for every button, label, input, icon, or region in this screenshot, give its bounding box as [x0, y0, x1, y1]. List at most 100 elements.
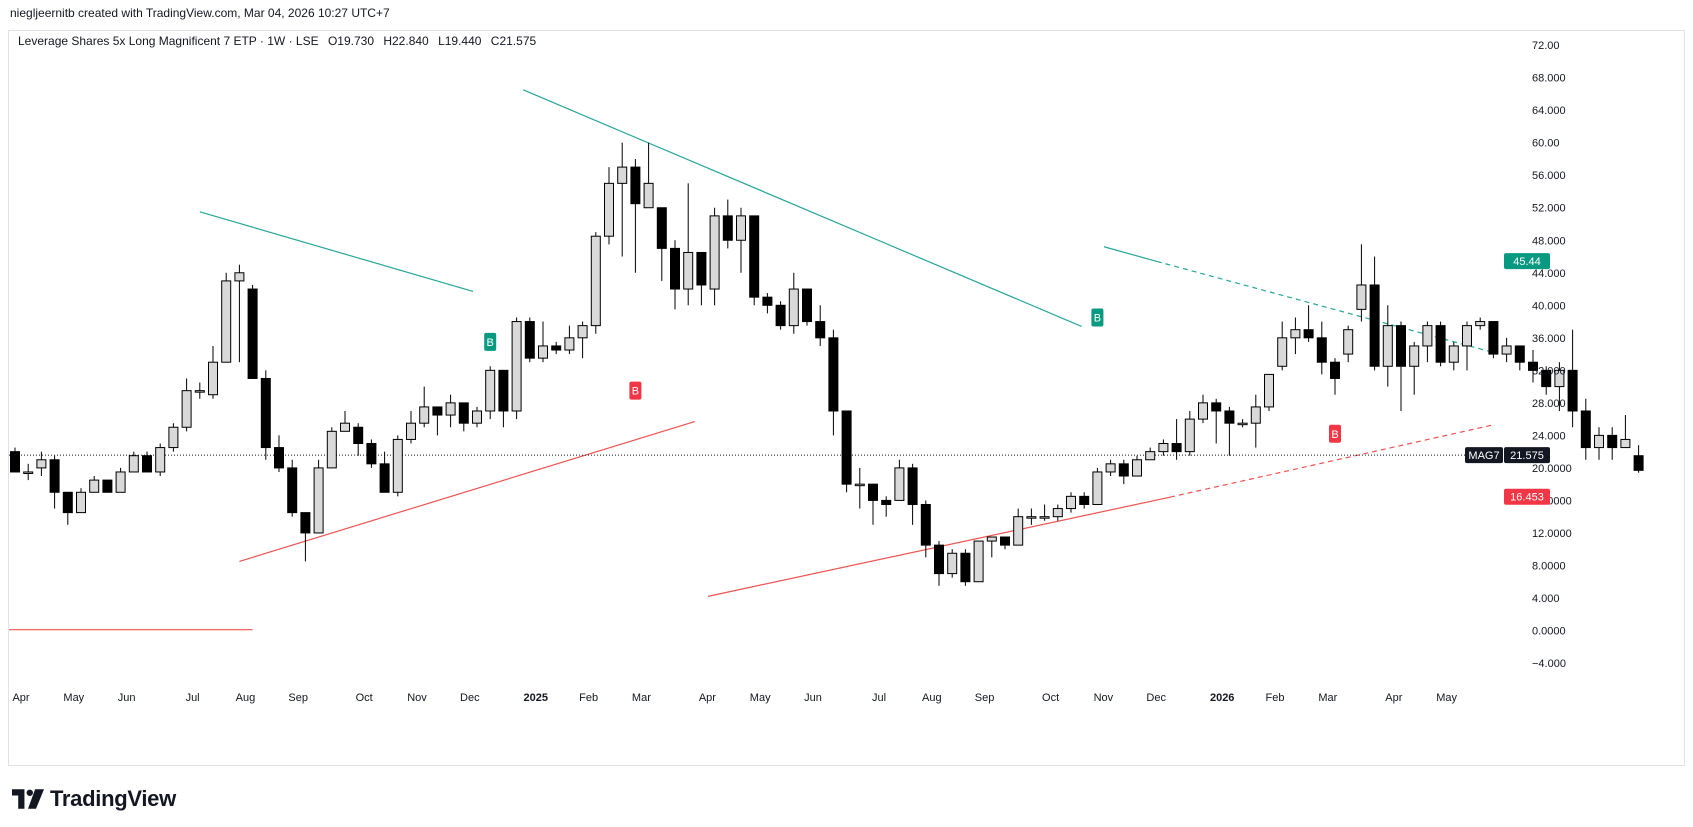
candle[interactable]	[709, 207, 720, 306]
candle[interactable]	[300, 512, 311, 562]
candle[interactable]	[920, 500, 931, 558]
candle[interactable]	[274, 435, 284, 472]
candle[interactable]	[221, 272, 232, 363]
candle[interactable]	[23, 463, 34, 481]
candle[interactable]	[1198, 394, 1208, 424]
candle[interactable]	[326, 427, 337, 469]
candle[interactable]	[1396, 321, 1406, 411]
candle[interactable]	[1501, 337, 1512, 363]
candle[interactable]	[1303, 305, 1314, 342]
candle[interactable]	[155, 443, 166, 477]
candle[interactable]	[1594, 427, 1604, 460]
candle[interactable]	[775, 301, 786, 330]
candle[interactable]	[1475, 317, 1486, 330]
candle[interactable]	[313, 459, 324, 534]
candle[interactable]	[1435, 321, 1446, 367]
candle[interactable]	[683, 183, 694, 306]
candle[interactable]	[1528, 350, 1538, 383]
candle[interactable]	[1052, 504, 1063, 521]
candle[interactable]	[1409, 341, 1420, 395]
candle[interactable]	[1382, 305, 1393, 387]
candle[interactable]	[960, 549, 971, 586]
candle[interactable]	[1316, 321, 1327, 375]
candle[interactable]	[1013, 508, 1024, 546]
candle[interactable]	[485, 366, 496, 420]
candle[interactable]	[1039, 504, 1050, 521]
candle[interactable]	[392, 435, 403, 497]
candle[interactable]	[1633, 445, 1644, 473]
candle[interactable]	[1066, 492, 1076, 513]
candle[interactable]	[234, 264, 245, 363]
candle[interactable]	[1118, 459, 1129, 485]
candle[interactable]	[89, 476, 100, 493]
candle[interactable]	[841, 410, 852, 493]
signal-marker-0[interactable]: B	[484, 332, 497, 351]
candle[interactable]	[340, 410, 350, 432]
candle[interactable]	[1092, 467, 1103, 505]
trendline-1[interactable]	[239, 420, 695, 562]
candle[interactable]	[722, 199, 733, 249]
candle[interactable]	[1224, 406, 1235, 456]
candle[interactable]	[802, 288, 812, 326]
candle[interactable]	[379, 451, 390, 493]
candle[interactable]	[181, 378, 192, 432]
candle[interactable]	[1079, 492, 1090, 509]
candle[interactable]	[128, 451, 139, 473]
candle[interactable]	[406, 410, 416, 444]
candle[interactable]	[472, 406, 482, 428]
candle[interactable]	[854, 467, 865, 509]
candle[interactable]	[1184, 410, 1195, 456]
candle[interactable]	[604, 167, 614, 245]
candle[interactable]	[1580, 398, 1591, 460]
candle[interactable]	[366, 439, 377, 468]
candle[interactable]	[524, 317, 535, 363]
candle[interactable]	[353, 423, 364, 456]
candle[interactable]	[577, 321, 588, 359]
candle[interactable]	[432, 406, 443, 436]
candle[interactable]	[617, 142, 628, 257]
candle[interactable]	[1277, 321, 1288, 371]
time-axis[interactable]: Apr May Jun Jul Aug Sep Oct Nov Dec 2025 Feb Mar Apr…	[12, 692, 1457, 704]
candle[interactable]	[1554, 362, 1565, 411]
candle[interactable]	[815, 305, 826, 346]
candle[interactable]	[762, 293, 773, 314]
candle[interactable]	[115, 467, 126, 493]
candle[interactable]	[260, 370, 271, 460]
candle[interactable]	[1514, 345, 1525, 371]
candle[interactable]	[511, 317, 522, 420]
candle[interactable]	[194, 382, 205, 399]
candle[interactable]	[1026, 508, 1037, 525]
candle[interactable]	[1607, 427, 1618, 460]
candle[interactable]	[643, 142, 654, 209]
candle[interactable]	[208, 345, 218, 399]
candle[interactable]	[1462, 321, 1472, 371]
trendline-4[interactable]	[1169, 424, 1494, 498]
candle[interactable]	[498, 369, 509, 428]
candle[interactable]	[907, 463, 918, 525]
candle[interactable]	[247, 284, 258, 379]
candle[interactable]	[1422, 321, 1433, 363]
candle[interactable]	[1105, 459, 1116, 477]
candle[interactable]	[1488, 321, 1499, 359]
candle[interactable]	[1541, 366, 1552, 395]
candle[interactable]	[168, 423, 179, 452]
candle[interactable]	[1356, 244, 1367, 322]
candle[interactable]	[538, 321, 548, 363]
candle[interactable]	[62, 491, 73, 525]
candle[interactable]	[1145, 447, 1156, 461]
candle[interactable]	[696, 251, 707, 306]
candle[interactable]	[419, 386, 430, 428]
candle[interactable]	[1000, 536, 1010, 550]
candle[interactable]	[749, 215, 760, 306]
candle[interactable]	[1369, 256, 1380, 371]
candle[interactable]	[788, 272, 799, 334]
candle[interactable]	[1448, 341, 1459, 371]
candle[interactable]	[49, 455, 60, 509]
candle[interactable]	[76, 488, 86, 514]
tradingview-brand[interactable]: TradingView	[12, 786, 176, 812]
candle[interactable]	[36, 451, 47, 477]
candle[interactable]	[10, 447, 20, 473]
candle[interactable]	[828, 329, 839, 436]
candle[interactable]	[1250, 394, 1261, 448]
candle[interactable]	[102, 479, 113, 493]
